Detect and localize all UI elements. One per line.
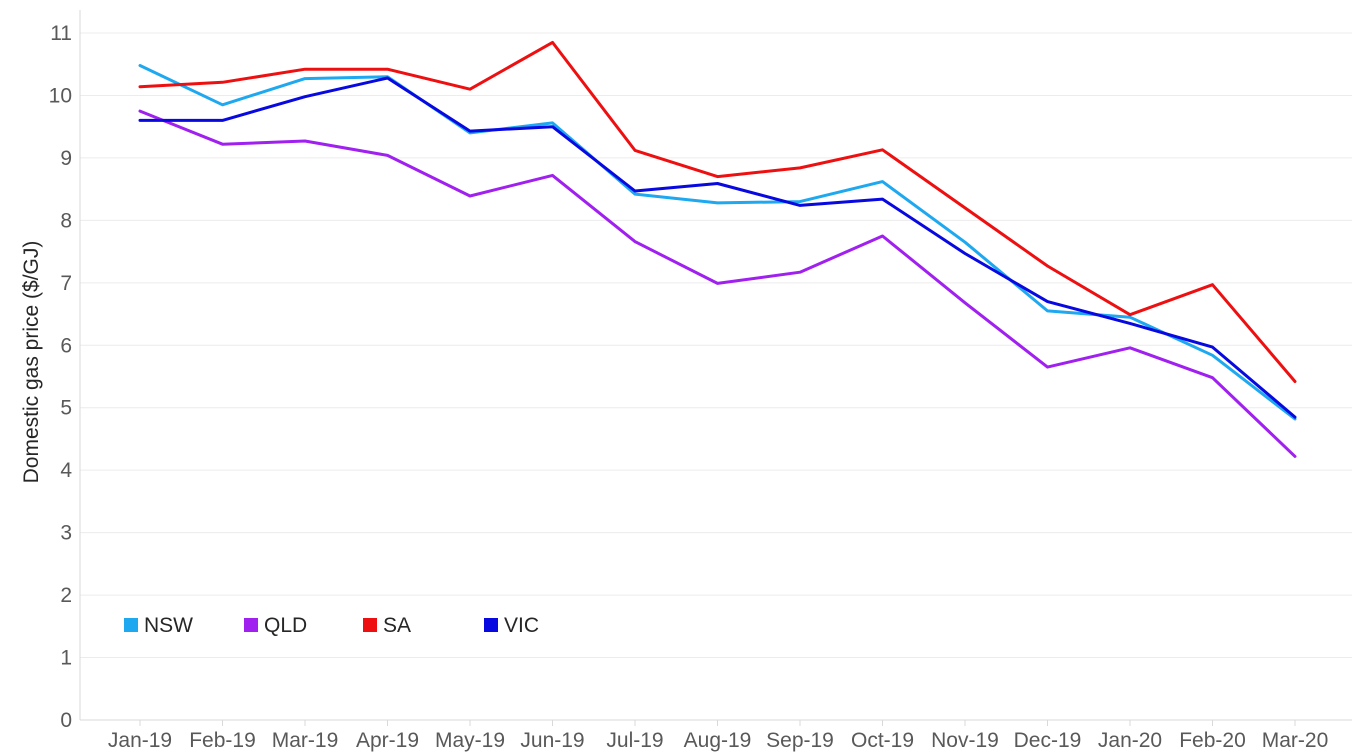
y-tick-label: 2 xyxy=(60,584,72,607)
x-tick-label: Jun-19 xyxy=(520,729,584,752)
x-tick-label: Nov-19 xyxy=(931,729,999,752)
y-tick-label: 1 xyxy=(60,647,72,670)
y-tick-label: 6 xyxy=(60,334,72,357)
series-line-nsw xyxy=(138,64,1297,421)
y-tick-label: 11 xyxy=(50,22,72,45)
series-line-sa xyxy=(138,40,1297,383)
legend-swatch-nsw xyxy=(124,618,138,632)
y-tick-label: 7 xyxy=(60,272,72,295)
y-tick-label: 4 xyxy=(60,459,72,482)
legend-label-nsw: NSW xyxy=(144,614,193,637)
series-line-qld xyxy=(138,109,1297,458)
x-tick-label: Apr-19 xyxy=(356,729,419,752)
legend-label-qld: QLD xyxy=(264,614,307,637)
y-tick-label: 0 xyxy=(60,709,72,732)
gridlines xyxy=(80,32,1352,659)
legend-swatch-sa xyxy=(363,618,377,632)
x-tick-label: Jul-19 xyxy=(606,729,663,752)
y-axis-title: Domestic gas price ($/GJ) xyxy=(20,241,43,484)
x-tick-label: Sep-19 xyxy=(766,729,834,752)
axes xyxy=(79,10,1352,726)
y-tick-label: 8 xyxy=(60,209,72,232)
x-tick-label: Feb-20 xyxy=(1179,729,1246,752)
x-tick-label: Feb-19 xyxy=(189,729,256,752)
x-axis-tick-labels: Jan-19 Feb-19 Mar-19 Apr-19 May-19 Jun-19 Jul-… xyxy=(108,729,1328,752)
x-tick-label: Oct-19 xyxy=(851,729,914,752)
legend-label-vic: VIC xyxy=(504,614,539,637)
y-axis-tick-labels: 0 1 2 3 4 5 6 7 8 9 10 11 xyxy=(49,22,73,732)
x-tick-label: Jan-19 xyxy=(108,729,172,752)
y-tick-label: 3 xyxy=(60,522,72,545)
legend-label-sa: SA xyxy=(383,614,411,637)
legend-swatch-vic xyxy=(484,618,498,632)
x-tick-label: Dec-19 xyxy=(1014,729,1082,752)
x-tick-label: Mar-19 xyxy=(272,729,339,752)
y-tick-label: 9 xyxy=(60,147,72,170)
legend-swatch-qld xyxy=(244,618,258,632)
y-tick-label: 5 xyxy=(60,397,72,420)
legend: NSW QLD SA VIC xyxy=(124,614,539,637)
series-lines xyxy=(138,40,1297,458)
x-tick-label: Jan-20 xyxy=(1098,729,1162,752)
y-tick-label: 10 xyxy=(49,84,72,107)
x-tick-label: May-19 xyxy=(435,729,505,752)
series-line-vic xyxy=(138,76,1297,419)
x-tick-label: Aug-19 xyxy=(684,729,752,752)
x-tick-label: Mar-20 xyxy=(1262,729,1329,752)
